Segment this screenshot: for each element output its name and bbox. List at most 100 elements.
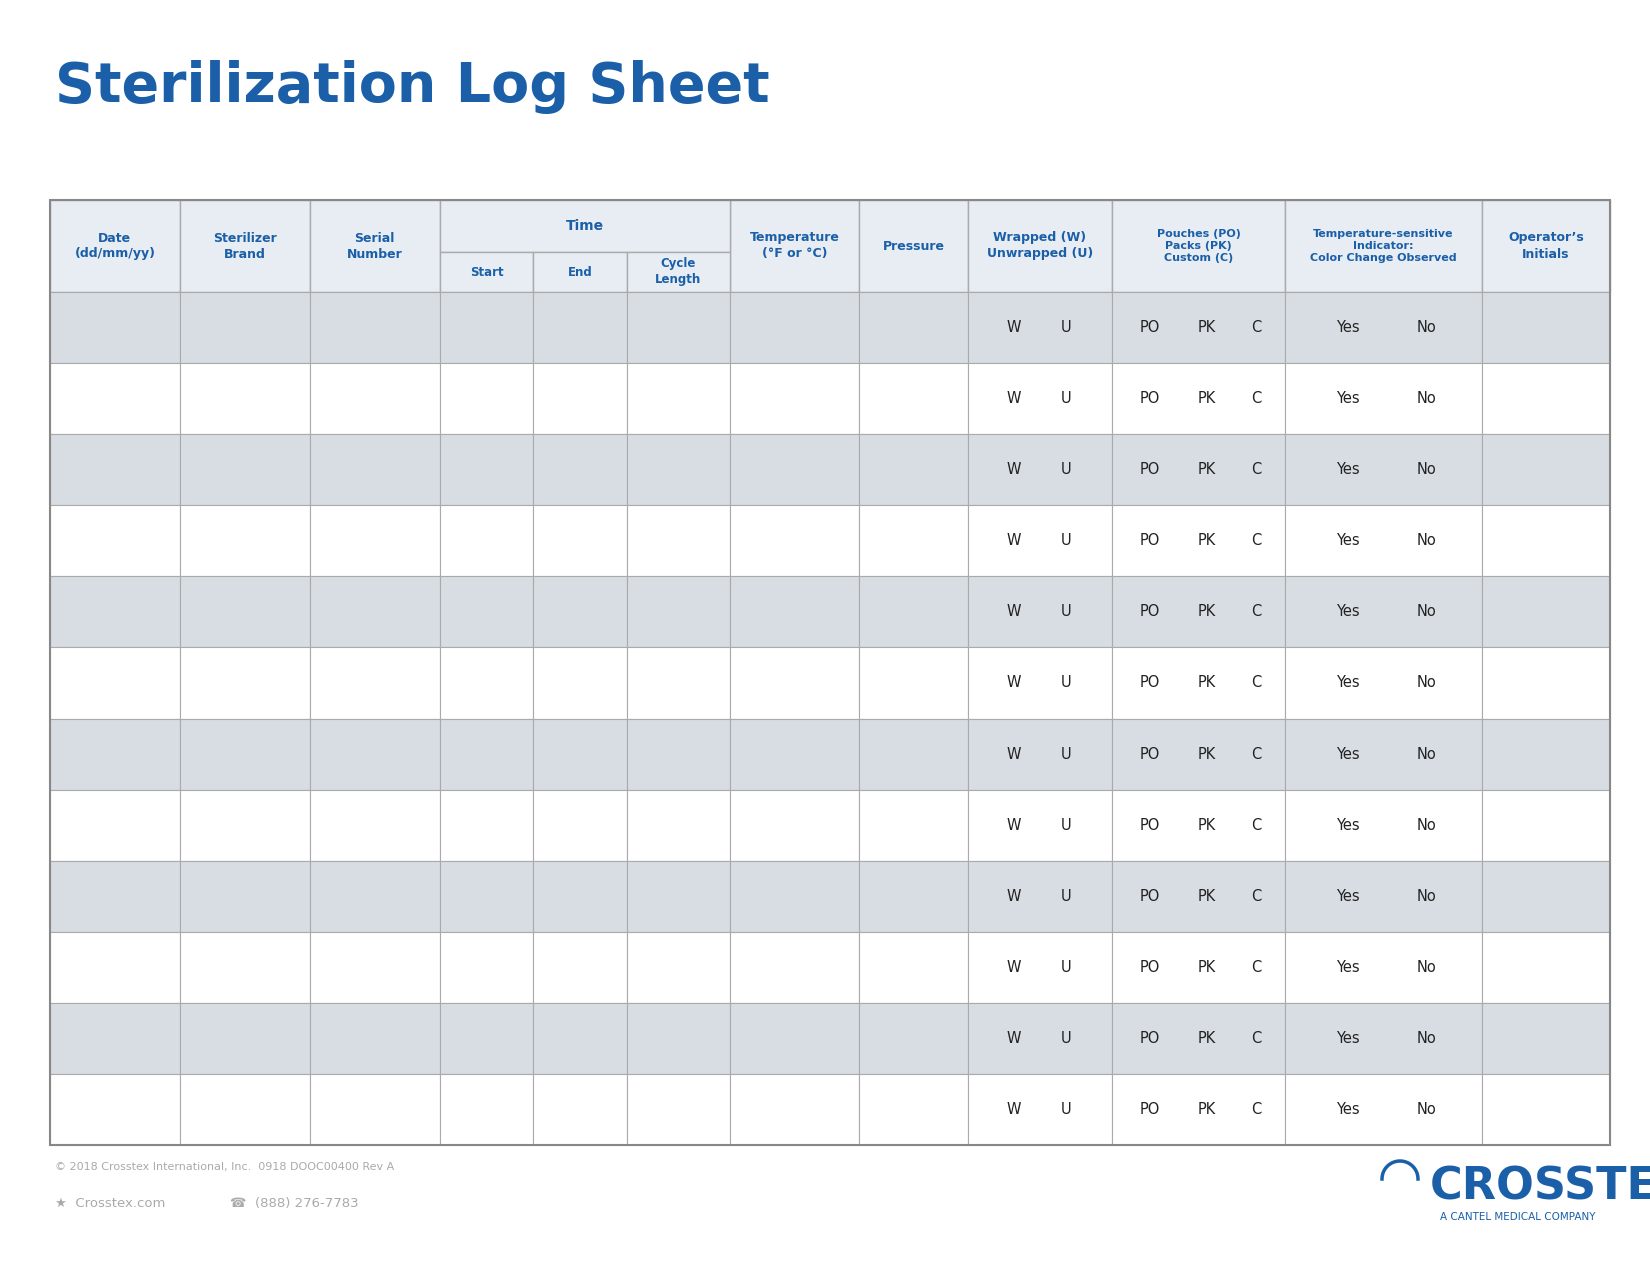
Bar: [50, 200, 180, 292]
Bar: [310, 200, 439, 292]
Bar: [627, 435, 729, 505]
Text: Yes: Yes: [1336, 747, 1360, 761]
Bar: [310, 435, 439, 505]
Bar: [439, 648, 533, 719]
Text: PK: PK: [1198, 320, 1216, 335]
Text: U: U: [1061, 463, 1071, 477]
Bar: [1482, 435, 1610, 505]
Bar: [50, 1074, 180, 1145]
Bar: [1112, 292, 1285, 363]
Text: W: W: [1006, 817, 1021, 833]
Bar: [533, 505, 627, 576]
Bar: [180, 1074, 310, 1145]
Bar: [1112, 1074, 1285, 1145]
Text: W: W: [1006, 889, 1021, 904]
Bar: [50, 719, 180, 789]
Text: C: C: [1251, 391, 1261, 407]
Bar: [1482, 200, 1610, 292]
Bar: [860, 505, 969, 576]
Text: Yes: Yes: [1336, 889, 1360, 904]
Text: Operator’s
Initials: Operator’s Initials: [1508, 232, 1584, 260]
Bar: [50, 648, 180, 719]
Text: PO: PO: [1140, 747, 1160, 761]
Bar: [533, 861, 627, 932]
Text: C: C: [1251, 463, 1261, 477]
Text: C: C: [1251, 889, 1261, 904]
Text: PK: PK: [1198, 391, 1216, 407]
Text: PK: PK: [1198, 533, 1216, 548]
Bar: [50, 1003, 180, 1074]
Bar: [533, 363, 627, 435]
Bar: [627, 1074, 729, 1145]
Bar: [180, 861, 310, 932]
Text: U: U: [1061, 391, 1071, 407]
Bar: [180, 505, 310, 576]
Bar: [969, 576, 1112, 648]
Bar: [50, 789, 180, 861]
Bar: [439, 292, 533, 363]
Text: PK: PK: [1198, 676, 1216, 691]
Text: PO: PO: [1140, 676, 1160, 691]
Bar: [439, 363, 533, 435]
Text: W: W: [1006, 1102, 1021, 1117]
Bar: [439, 1074, 533, 1145]
Bar: [533, 1003, 627, 1074]
Text: PK: PK: [1198, 604, 1216, 620]
Text: No: No: [1417, 533, 1437, 548]
Bar: [1112, 576, 1285, 648]
Bar: [1482, 576, 1610, 648]
Text: PO: PO: [1140, 817, 1160, 833]
Bar: [969, 505, 1112, 576]
Bar: [180, 789, 310, 861]
Bar: [1285, 505, 1482, 576]
Text: © 2018 Crosstex International, Inc.  0918 DOOC00400 Rev A: © 2018 Crosstex International, Inc. 0918…: [54, 1162, 394, 1172]
Bar: [860, 292, 969, 363]
Bar: [1285, 648, 1482, 719]
Text: Temperature-sensitive
Indicator:
Color Change Observed: Temperature-sensitive Indicator: Color C…: [1310, 228, 1457, 264]
Text: W: W: [1006, 676, 1021, 691]
Bar: [969, 200, 1112, 292]
Bar: [1112, 200, 1285, 292]
Bar: [180, 576, 310, 648]
Text: Time: Time: [566, 219, 604, 233]
Text: Yes: Yes: [1336, 533, 1360, 548]
Text: Yes: Yes: [1336, 1102, 1360, 1117]
Bar: [439, 505, 533, 576]
Bar: [1285, 1003, 1482, 1074]
Bar: [533, 648, 627, 719]
Text: Date
(dd/mm/yy): Date (dd/mm/yy): [74, 232, 155, 260]
Text: W: W: [1006, 960, 1021, 975]
Bar: [50, 292, 180, 363]
Bar: [180, 719, 310, 789]
Bar: [1285, 292, 1482, 363]
Bar: [729, 789, 860, 861]
Text: PK: PK: [1198, 1102, 1216, 1117]
Bar: [860, 1074, 969, 1145]
Text: A CANTEL MEDICAL COMPANY: A CANTEL MEDICAL COMPANY: [1440, 1213, 1596, 1221]
Text: U: U: [1061, 1031, 1071, 1046]
Text: Yes: Yes: [1336, 391, 1360, 407]
Bar: [1482, 1074, 1610, 1145]
Bar: [627, 861, 729, 932]
Text: W: W: [1006, 747, 1021, 761]
Bar: [729, 200, 860, 292]
Text: Temperature
(°F or °C): Temperature (°F or °C): [749, 232, 840, 260]
Bar: [533, 252, 627, 292]
Bar: [729, 435, 860, 505]
Text: U: U: [1061, 960, 1071, 975]
Text: C: C: [1251, 676, 1261, 691]
Text: Cycle
Length: Cycle Length: [655, 258, 701, 287]
Text: Yes: Yes: [1336, 676, 1360, 691]
Bar: [1285, 200, 1482, 292]
Bar: [439, 789, 533, 861]
Bar: [439, 200, 729, 252]
Bar: [533, 435, 627, 505]
Bar: [439, 861, 533, 932]
Text: PK: PK: [1198, 889, 1216, 904]
Text: Start: Start: [470, 265, 503, 278]
Text: Wrapped (W)
Unwrapped (U): Wrapped (W) Unwrapped (U): [987, 232, 1092, 260]
Text: Serial
Number: Serial Number: [346, 232, 403, 260]
Text: PK: PK: [1198, 1031, 1216, 1046]
Text: C: C: [1251, 604, 1261, 620]
Bar: [310, 861, 439, 932]
